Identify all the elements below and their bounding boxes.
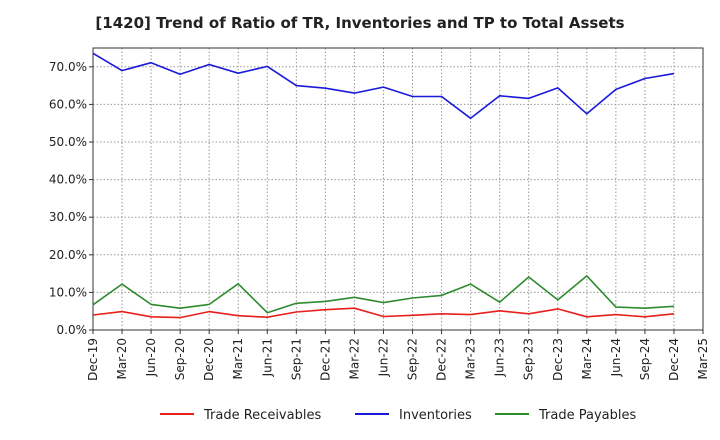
x-tick-label: Dec-20 xyxy=(202,338,216,381)
legend-label-trade-payables: Trade Payables xyxy=(538,408,636,423)
x-tick-label: Mar-24 xyxy=(580,338,594,379)
x-tick-label: Jun-23 xyxy=(493,338,507,377)
x-tick-label: Sep-20 xyxy=(173,338,187,380)
x-tick-label: Jun-21 xyxy=(260,338,274,377)
y-tick-label: 0.0% xyxy=(57,323,88,337)
x-tick-label: Mar-23 xyxy=(464,338,478,379)
x-tick-label: Jun-20 xyxy=(144,338,158,377)
x-tick-label: Jun-24 xyxy=(609,338,623,377)
y-tick-label: 70.0% xyxy=(49,60,87,74)
plot-area-frame xyxy=(92,47,704,331)
x-tick-label: Dec-21 xyxy=(318,338,332,381)
legend-label-inventories: Inventories xyxy=(399,408,472,423)
series-line-trade-receivables xyxy=(92,307,675,319)
y-axis: 0.0% 10.0% 20.0% 30.0% 40.0% 50.0% 60.0% 70.0% xyxy=(49,60,93,337)
x-tick-label: Mar-20 xyxy=(115,338,129,379)
y-tick-label: 50.0% xyxy=(49,135,87,149)
series-line-inventories xyxy=(92,52,675,120)
x-tick-label: Jun-22 xyxy=(376,338,390,377)
legend-label-trade-receivables: Trade Receivables xyxy=(203,408,321,423)
x-tick-label: Mar-25 xyxy=(696,338,710,379)
x-tick-label: Mar-22 xyxy=(347,338,361,379)
series-lines xyxy=(92,52,675,319)
x-tick-label: Dec-24 xyxy=(667,338,681,381)
y-tick-label: 60.0% xyxy=(49,97,87,111)
x-tick-label: Mar-21 xyxy=(231,338,245,379)
series-line-trade-payables xyxy=(92,275,675,314)
y-tick-label: 10.0% xyxy=(49,285,87,299)
x-tick-label: Sep-21 xyxy=(289,338,303,380)
x-axis: Dec-19 Mar-20 Jun-20 Sep-20 Dec-20 Mar-21 Jun-… xyxy=(86,330,710,381)
legend: Trade Receivables Inventories Trade Payabl… xyxy=(160,408,636,423)
x-tick-label: Sep-24 xyxy=(638,338,652,380)
x-tick-label: Dec-22 xyxy=(435,338,449,381)
y-tick-label: 30.0% xyxy=(49,210,87,224)
y-tick-label: 20.0% xyxy=(49,248,87,262)
x-tick-label: Dec-19 xyxy=(86,338,100,381)
x-tick-label: Sep-23 xyxy=(522,338,536,380)
y-tick-label: 40.0% xyxy=(49,173,87,187)
x-tick-label: Dec-23 xyxy=(551,338,565,381)
grid xyxy=(93,48,703,330)
chart-title: [1420] Trend of Ratio of TR, Inventories… xyxy=(95,14,625,32)
x-tick-label: Sep-22 xyxy=(406,338,420,380)
